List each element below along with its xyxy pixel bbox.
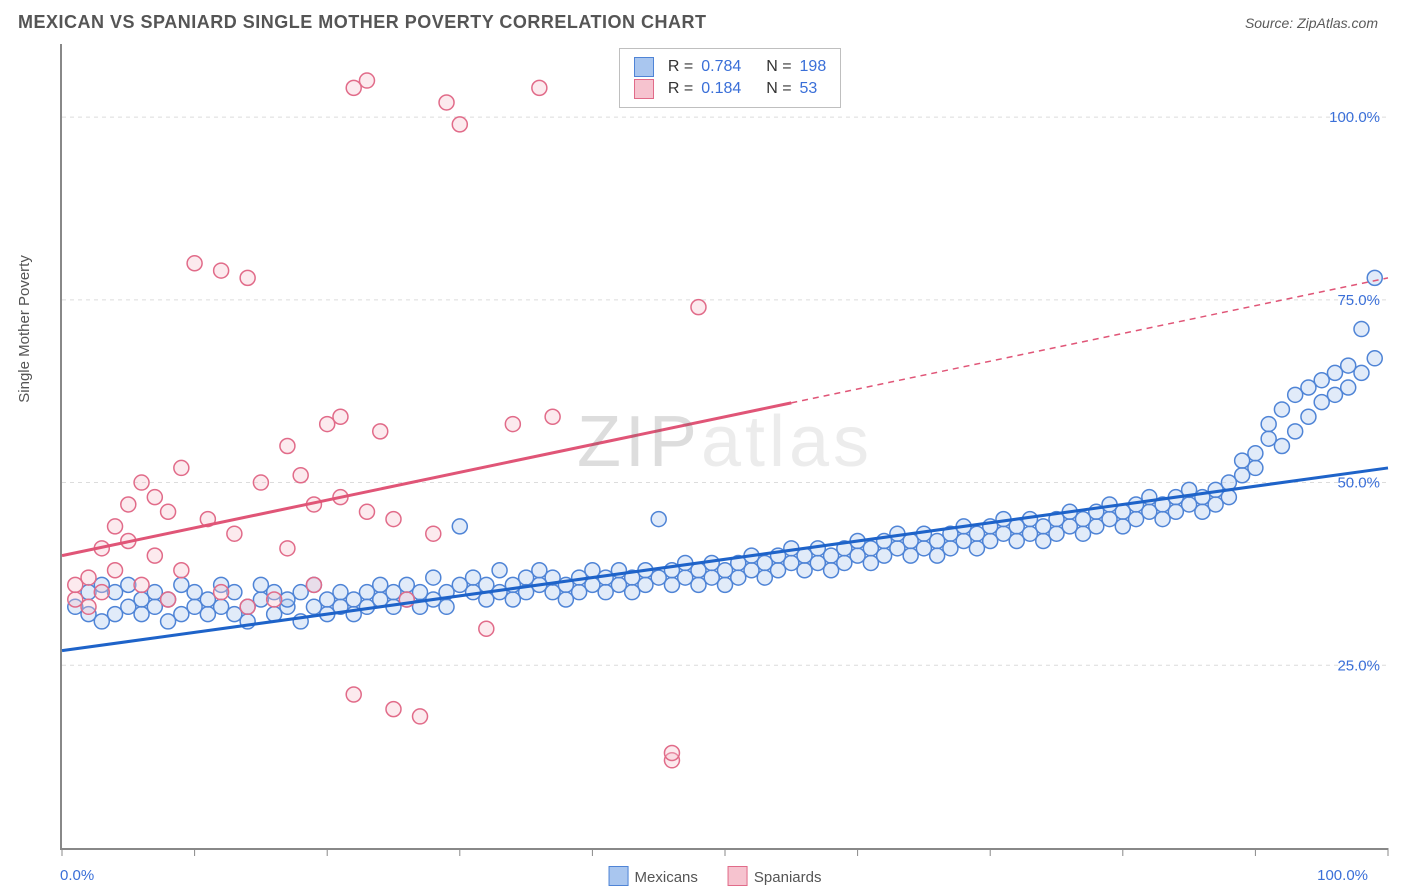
svg-text:25.0%: 25.0%	[1337, 657, 1380, 674]
plot-area: 25.0%50.0%75.0%100.0% ZIPatlas R = 0.784…	[60, 44, 1388, 850]
svg-text:100.0%: 100.0%	[1329, 109, 1380, 126]
x-axis-end-label: 100.0%	[1317, 867, 1368, 884]
scatter-svg: 25.0% 50.0% 75.0% 100.0%	[62, 44, 1388, 848]
legend-item-spaniards: Spaniards	[728, 866, 822, 886]
y-axis-label: Single Mother Poverty	[16, 255, 33, 403]
source-attribution: Source: ZipAtlas.com	[1245, 15, 1378, 31]
svg-text:50.0%: 50.0%	[1337, 475, 1380, 492]
legend-item-mexicans: Mexicans	[609, 866, 698, 886]
series-legend: Mexicans Spaniards	[609, 866, 822, 886]
svg-text:75.0%: 75.0%	[1337, 292, 1380, 309]
legend-row: R = 0.184 N = 53	[634, 79, 826, 99]
x-axis-footer: 0.0% Mexicans Spaniards 100.0%	[42, 867, 1388, 884]
x-axis-start-label: 0.0%	[60, 867, 94, 884]
chart-title: MEXICAN VS SPANIARD SINGLE MOTHER POVERT…	[18, 12, 707, 33]
legend-row: R = 0.784 N = 198	[634, 57, 826, 77]
correlation-legend: R = 0.784 N = 198R = 0.184 N = 53	[619, 48, 841, 108]
chart-container: Single Mother Poverty 25.0% 50.0% 75.0% 100…	[18, 44, 1388, 850]
